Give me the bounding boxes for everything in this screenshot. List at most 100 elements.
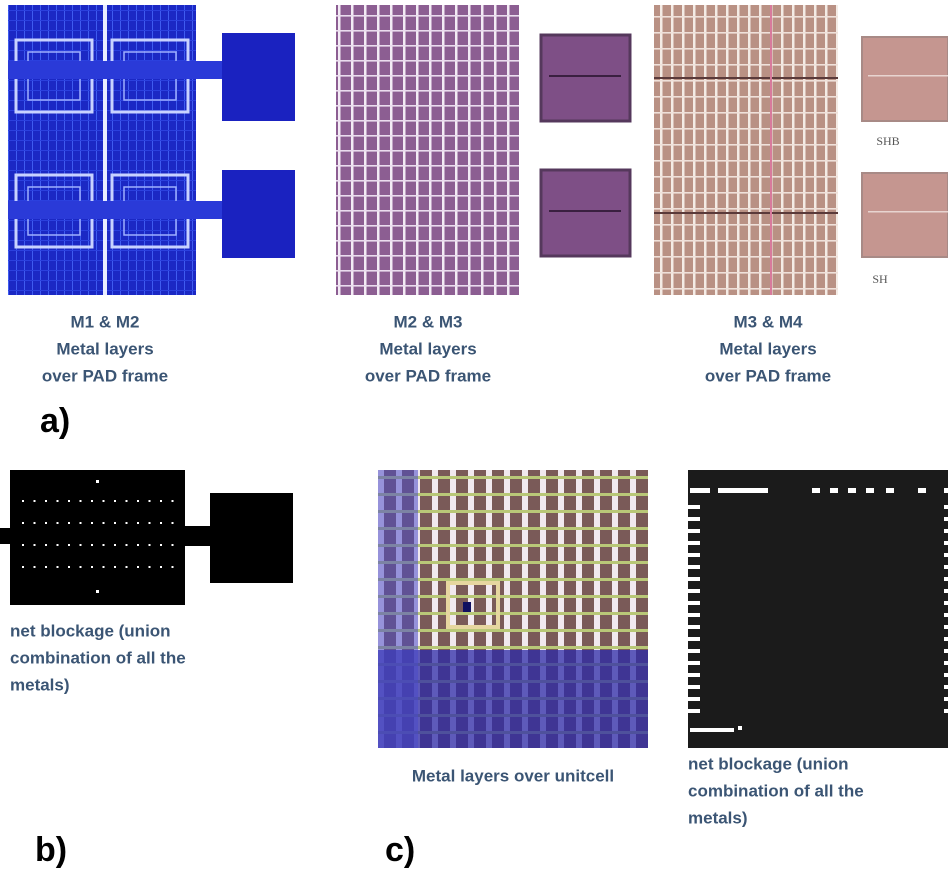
via [160, 500, 162, 502]
caption-line: net blockage (union [688, 754, 849, 773]
wire [8, 61, 222, 79]
blockage-shape [688, 613, 700, 617]
wire [8, 201, 222, 219]
blockage-shape [944, 673, 948, 677]
blockage-shape [944, 661, 948, 665]
pad-line [868, 75, 948, 77]
blockage-shape [944, 541, 948, 545]
via [80, 522, 82, 524]
blockage-shape [944, 649, 948, 653]
blockage-shape [944, 613, 948, 617]
blockage-shape [918, 488, 926, 493]
blockage-layout [688, 470, 948, 748]
via [172, 522, 174, 524]
blockage-shape [944, 505, 948, 509]
pad-line [868, 211, 948, 213]
blockage-shape [944, 565, 948, 569]
blockage-shape [944, 589, 948, 593]
via [91, 500, 93, 502]
caption-line: Metal layers [719, 339, 816, 358]
blockage-shape [944, 517, 948, 521]
via [45, 544, 47, 546]
panel-label: c) [385, 831, 415, 869]
via [160, 566, 162, 568]
pad [541, 35, 630, 121]
via [45, 566, 47, 568]
pad [862, 173, 948, 257]
panel-label: b) [35, 831, 67, 869]
caption-line: M1 & M2 [71, 312, 140, 331]
panel-label: a) [40, 402, 70, 440]
via [160, 522, 162, 524]
blockage-shape [688, 661, 700, 665]
via [114, 500, 116, 502]
via [57, 522, 59, 524]
via [80, 566, 82, 568]
pad [541, 170, 630, 256]
via [57, 566, 59, 568]
via [103, 522, 105, 524]
blockage-shape [944, 697, 948, 701]
via [22, 522, 24, 524]
blockage-shape [944, 625, 948, 629]
via [91, 566, 93, 568]
page: {"panel_a": {"label": "a)", "items": [ {… [0, 0, 948, 873]
blockage-shape [830, 488, 838, 493]
caption-line: over PAD frame [705, 366, 831, 385]
via [137, 500, 139, 502]
caption-line: metals) [688, 808, 748, 827]
blockage-shape [688, 565, 700, 569]
blockage-shape [688, 709, 700, 713]
m3m4-layout [654, 5, 838, 295]
via [126, 522, 128, 524]
caption-line: metals) [10, 675, 70, 694]
via [114, 544, 116, 546]
via [91, 544, 93, 546]
via [103, 544, 105, 546]
blockage-shape [944, 577, 948, 581]
via [172, 544, 174, 546]
caption-line: M2 & M3 [394, 312, 463, 331]
via [91, 522, 93, 524]
caption-line: net blockage (union [10, 621, 171, 640]
via [68, 544, 70, 546]
via [126, 500, 128, 502]
caption-line: M3 & M4 [734, 312, 804, 331]
blockage-shape [944, 553, 948, 557]
blockage-shape [944, 488, 948, 493]
via [114, 522, 116, 524]
figure: M1 & M2 Metal layers over PAD frame M2 & M3… [0, 0, 948, 873]
pad-line [770, 5, 772, 295]
via [22, 544, 24, 546]
caption-line: combination of all the [10, 648, 186, 667]
via [34, 566, 36, 568]
blockage-shape [688, 685, 700, 689]
via [57, 500, 59, 502]
unitcell-blue [378, 470, 418, 748]
caption-line: Metal layers [379, 339, 476, 358]
blockage-shape [944, 685, 948, 689]
blockage-shape [688, 529, 700, 533]
via [114, 566, 116, 568]
blockage-shape [688, 601, 700, 605]
via [463, 602, 471, 612]
via [45, 522, 47, 524]
via [80, 544, 82, 546]
via [172, 566, 174, 568]
blockage-shape [688, 541, 700, 545]
m1m2-layout [8, 5, 196, 295]
via [126, 566, 128, 568]
pad-label: SH [872, 272, 888, 286]
via [149, 566, 151, 568]
via [149, 522, 151, 524]
blockage-layout [10, 470, 185, 605]
caption-line: over PAD frame [365, 366, 491, 385]
blockage-shape [688, 589, 700, 593]
blockage-shape [688, 673, 700, 677]
via [96, 480, 99, 483]
via [160, 544, 162, 546]
pad-line [654, 77, 838, 79]
via [96, 590, 99, 593]
via [172, 500, 174, 502]
via [137, 544, 139, 546]
